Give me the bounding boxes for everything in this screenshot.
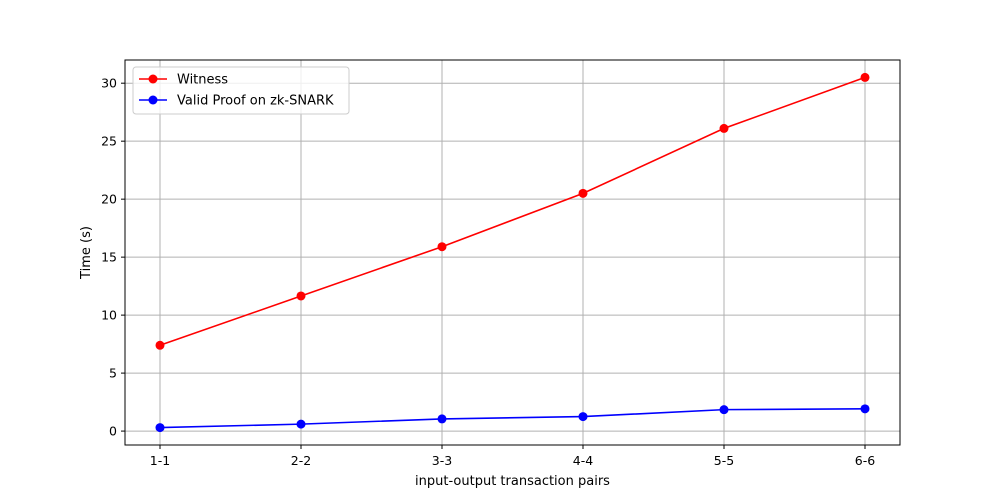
x-tick-label: 1-1 (150, 453, 170, 468)
x-tick-label: 4-4 (573, 453, 593, 468)
x-axis-label: input-output transaction pairs (415, 474, 610, 489)
legend-box (132, 66, 350, 115)
grid-lines (125, 60, 900, 445)
data-point (860, 72, 870, 82)
data-point (437, 242, 447, 252)
y-tick-label: 15 (101, 250, 117, 265)
series-layer (155, 72, 870, 433)
x-tick-label: 6-6 (855, 453, 875, 468)
x-axis: 1-1 2-2 3-3 4-4 5-5 6-6 (150, 445, 875, 468)
y-tick-label: 25 (101, 134, 117, 149)
plot-frame (124, 59, 901, 446)
data-point (296, 291, 306, 301)
series-line (159, 408, 866, 429)
data-point (155, 423, 165, 433)
y-tick-label: 0 (109, 424, 117, 439)
data-point (578, 412, 588, 422)
legend-label: Witness (177, 73, 228, 88)
y-axis-label: Time (s) (79, 226, 94, 280)
series-line (159, 76, 866, 347)
legend-marker (148, 74, 158, 84)
y-axis: 0 5 10 15 20 25 30 (101, 76, 125, 439)
data-point (860, 404, 870, 414)
y-tick-label: 10 (101, 308, 117, 323)
legend: Witness Valid Proof on zk-SNARK (132, 66, 350, 115)
data-point (296, 419, 306, 429)
legend-marker (148, 95, 158, 105)
x-tick-label: 2-2 (291, 453, 311, 468)
x-tick-label: 5-5 (714, 453, 734, 468)
y-tick-label: 30 (101, 76, 117, 91)
data-point (155, 340, 165, 350)
data-point (437, 414, 447, 424)
series-1 (155, 404, 870, 433)
x-tick-label: 3-3 (432, 453, 452, 468)
y-tick-label: 20 (101, 192, 117, 207)
y-tick-label: 5 (109, 366, 117, 381)
data-point (719, 123, 729, 133)
data-point (719, 405, 729, 415)
series-0 (155, 72, 870, 350)
data-point (578, 188, 588, 198)
legend-label: Valid Proof on zk-SNARK (177, 94, 334, 109)
